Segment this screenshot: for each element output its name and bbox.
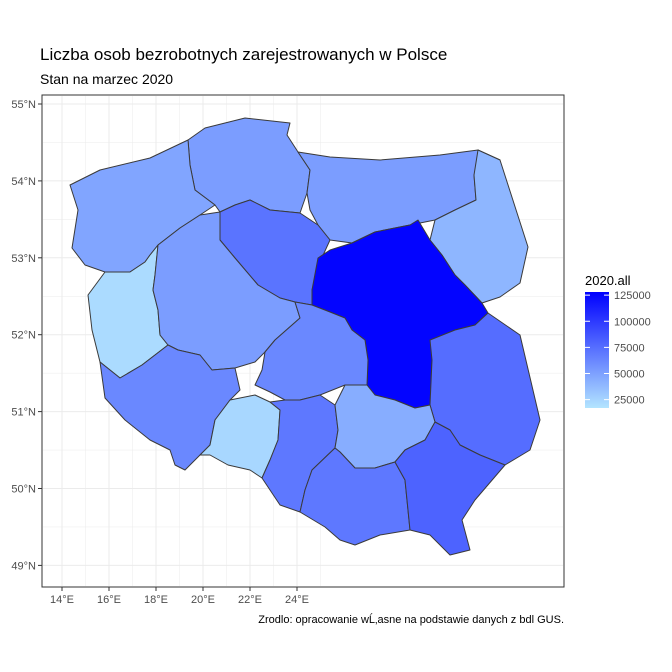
x-axis: 14°E 16°E 18°E 20°E 22°E 24°E bbox=[50, 587, 309, 606]
y-tick-label: 55°N bbox=[11, 99, 36, 111]
region-podkarpackie bbox=[394, 421, 506, 556]
x-tick-label: 14°E bbox=[50, 594, 74, 606]
y-tick-label: 54°N bbox=[11, 176, 36, 188]
legend-label: 125000 bbox=[614, 290, 651, 302]
x-tick-label: 18°E bbox=[144, 594, 168, 606]
map-subtitle: Stan na marzec 2020 bbox=[40, 71, 173, 87]
y-tick-label: 50°N bbox=[11, 484, 36, 496]
legend-label: 50000 bbox=[614, 369, 645, 381]
map-regions bbox=[69, 117, 541, 556]
x-tick-label: 22°E bbox=[238, 594, 262, 606]
legend-label: 75000 bbox=[614, 342, 645, 354]
legend-labels: 125000 100000 75000 50000 25000 bbox=[585, 290, 651, 407]
y-tick-label: 52°N bbox=[11, 330, 36, 342]
color-legend: 2020.all 125000 100000 75000 50000 25000 bbox=[585, 273, 651, 408]
legend-label: 25000 bbox=[614, 395, 645, 407]
x-tick-label: 16°E bbox=[97, 594, 121, 606]
legend-colorbar bbox=[585, 292, 609, 408]
x-tick-label: 24°E bbox=[285, 594, 309, 606]
x-tick-label: 20°E bbox=[191, 594, 215, 606]
legend-label: 100000 bbox=[614, 316, 651, 328]
map-title: Liczba osob bezrobotnych zarejestrowanyc… bbox=[40, 45, 447, 64]
y-tick-label: 49°N bbox=[11, 560, 36, 572]
legend-title: 2020.all bbox=[585, 273, 631, 288]
y-tick-label: 51°N bbox=[11, 407, 36, 419]
caption: Zrodlo: opracowanie wĹ‚asne na podstawie… bbox=[258, 613, 564, 626]
y-axis: 55°N 54°N 53°N 52°N 51°N 50°N 49°N bbox=[11, 99, 42, 572]
y-tick-label: 53°N bbox=[11, 253, 36, 265]
